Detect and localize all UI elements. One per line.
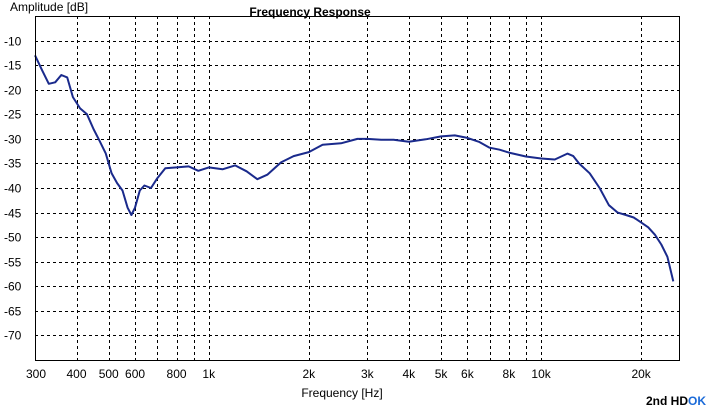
x-tick-label: 4k [403,367,417,381]
y-axis-label: Amplitude [dB] [10,0,88,14]
y-tick-label: -30 [4,133,22,147]
y-tick-label: -35 [4,157,22,171]
y-tick-label: -45 [4,207,22,221]
x-tick-label: 2k [302,367,316,381]
x-tick-label: 400 [67,367,87,381]
x-tick-label: 300 [26,367,46,381]
chart-title: Frequency Response [249,5,371,19]
curve-layer [34,54,675,282]
response-curve [34,54,675,282]
x-axis-label: Frequency [Hz] [301,386,382,400]
y-tick-labels: -10 -15 -20 -25 -30 -35 -40 -45 -50 -55 -60 -65 -70 [4,35,22,343]
x-tick-label: 8k [503,367,517,381]
x-tick-labels: 300 400 500 600 800 1k 2k 3k 4k 5k 6k 8k 10k 20k [26,367,652,381]
x-tick-label: 3k [361,367,375,381]
y-tick-label: -55 [4,256,22,270]
y-tick-label: -50 [4,231,22,245]
y-tick-label: -10 [4,35,22,49]
y-tick-label: -15 [4,59,22,73]
y-tick-label: -20 [4,84,22,98]
x-tick-label: 5k [435,367,449,381]
y-tick-label: -40 [4,182,22,196]
y-tick-label: -65 [4,305,22,319]
mode-label: 2nd HD [646,394,688,408]
x-tick-label: 800 [167,367,187,381]
grid-layer [35,16,679,360]
x-tick-label: 6k [461,367,475,381]
plot-frame [35,16,680,361]
x-tick-label: 10k [531,367,551,381]
x-tick-label: 500 [99,367,119,381]
y-tick-label: -70 [4,329,22,343]
x-tick-label: 600 [125,367,145,381]
x-tick-label: 20k [631,367,651,381]
status-label: OK [688,394,706,408]
y-tick-label: -60 [4,280,22,294]
y-tick-label: -25 [4,108,22,122]
x-tick-label: 1k [202,367,216,381]
